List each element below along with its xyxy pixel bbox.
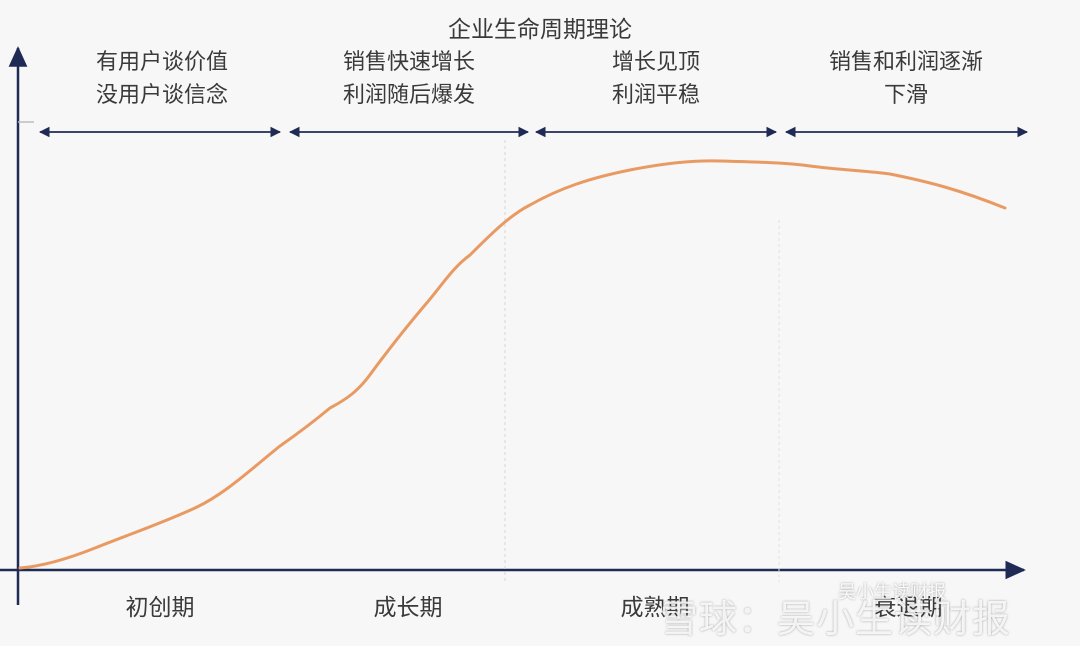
stage-description-line: 没用户谈信念	[95, 83, 228, 108]
phase-label: 衰退期	[873, 595, 943, 621]
stage-description: 销售快速增长 利润随后爆发	[289, 46, 529, 112]
stage-description-line: 利润随后爆发	[342, 83, 475, 108]
phase-label: 成熟期	[620, 595, 690, 621]
watermark: 雪球：吴小生读财报	[660, 597, 1012, 641]
stage-description-line: 有用户谈价值	[95, 50, 228, 75]
diagram-title: 企业生命周期理论	[448, 17, 632, 43]
stage-description-line: 增长见顶	[611, 50, 700, 75]
stage-description-line: 销售快速增长	[342, 50, 475, 75]
stage-description: 销售和利润逐渐 下滑	[786, 46, 1026, 112]
stage-description-line: 销售和利润逐渐	[828, 50, 983, 75]
stage-description-line: 利润平稳	[611, 83, 700, 108]
lifecycle-curve	[18, 159, 1007, 570]
stage-description: 增长见顶 利润平稳	[536, 46, 776, 112]
phase-label: 成长期	[373, 595, 443, 621]
watermark-small: 吴小生读财报	[838, 582, 946, 603]
stage-description: 有用户谈价值 没用户谈信念	[42, 46, 282, 112]
stage-description-line: 下滑	[883, 83, 928, 108]
phase-label: 初创期	[125, 595, 195, 621]
